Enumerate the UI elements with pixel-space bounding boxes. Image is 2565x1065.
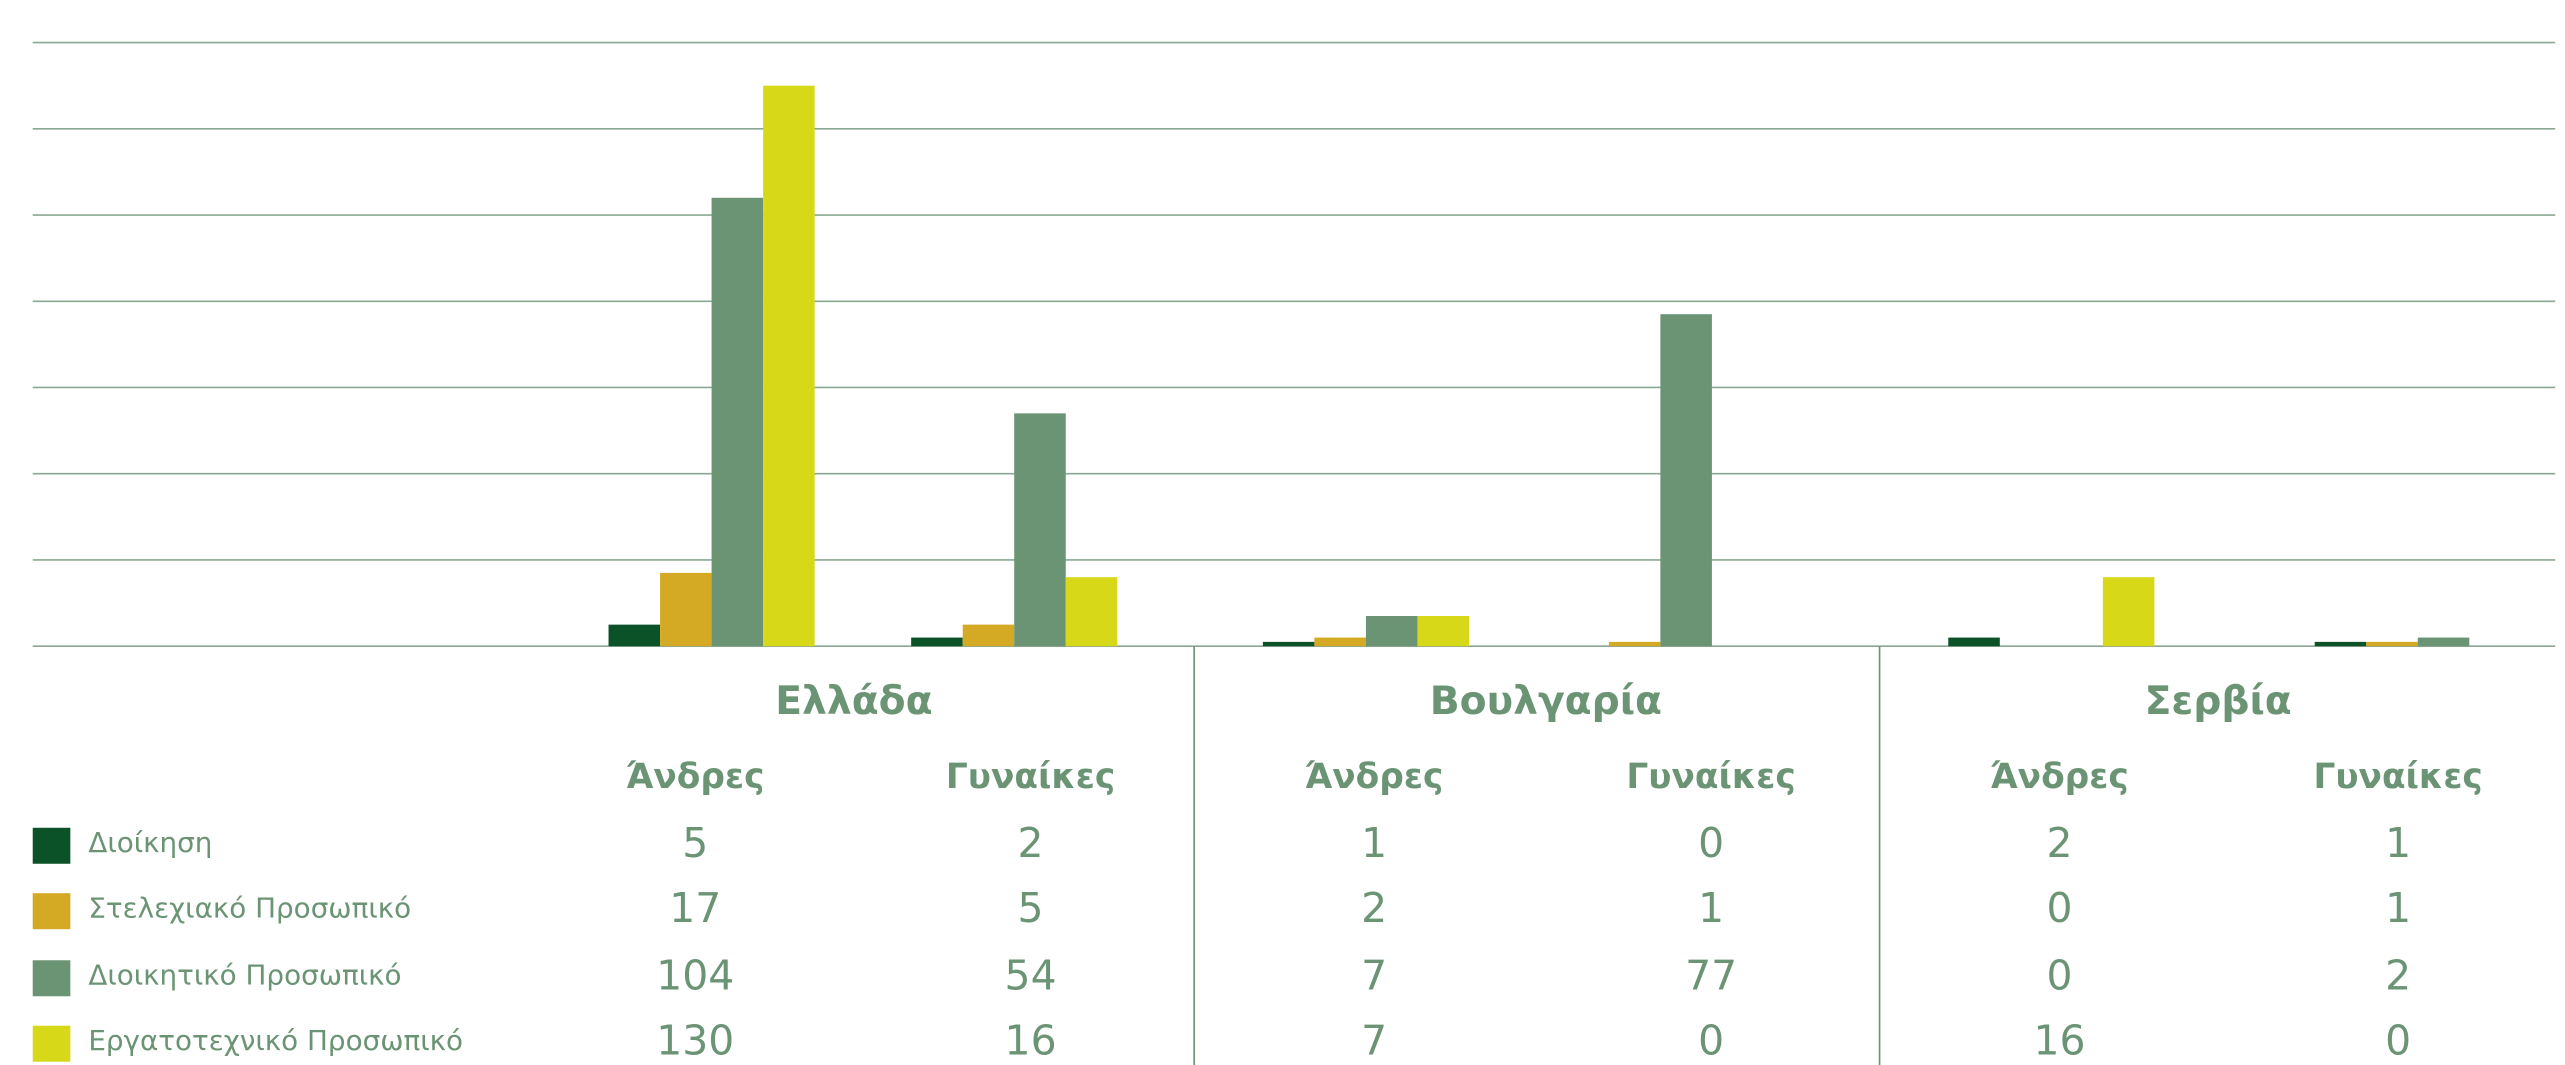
bar xyxy=(2417,637,2470,647)
bar xyxy=(1660,314,1712,647)
table-value: 0 xyxy=(1698,1017,1724,1065)
bar xyxy=(2366,641,2418,647)
legend-label: Στελεχιακό Προσωπικό xyxy=(88,892,411,925)
bar xyxy=(763,85,815,647)
group-label: Ελλάδα xyxy=(775,679,932,724)
bar xyxy=(1608,641,1661,647)
subgroup-label: Άνδρες xyxy=(1990,757,2128,797)
group-label: Σερβία xyxy=(2145,679,2292,724)
table-value: 0 xyxy=(2385,1017,2411,1065)
table-value: 7 xyxy=(1361,1017,1387,1065)
bar xyxy=(1948,637,2000,647)
legend-label: Εργατοτεχνικό Προσωπικό xyxy=(88,1024,463,1057)
table-value: 2 xyxy=(2047,819,2073,867)
bar xyxy=(1065,577,1118,647)
legend-swatch xyxy=(32,827,71,864)
table-value: 2 xyxy=(1018,819,1044,867)
table-value: 1 xyxy=(1361,819,1387,867)
table-value: 17 xyxy=(669,884,721,932)
table-value: 77 xyxy=(1685,951,1737,999)
table-value: 1 xyxy=(2385,819,2411,867)
bar xyxy=(911,637,963,647)
bar xyxy=(711,197,764,647)
table-value: 130 xyxy=(656,1017,734,1065)
subgroup-label: Γυναίκες xyxy=(946,757,1115,797)
bar xyxy=(608,624,661,647)
subgroup-label: Γυναίκες xyxy=(1626,757,1795,797)
bar xyxy=(1262,641,1315,647)
table-value: 7 xyxy=(1361,951,1387,999)
legend-swatch xyxy=(32,1025,71,1062)
table-value: 2 xyxy=(1361,884,1387,932)
group-label: Βουλγαρία xyxy=(1430,679,1662,724)
bar xyxy=(1014,413,1066,647)
table-value: 104 xyxy=(656,951,734,999)
table-value: 2 xyxy=(2385,951,2411,999)
subgroup-label: Άνδρες xyxy=(1305,757,1443,797)
bar xyxy=(2314,641,2367,647)
bar xyxy=(1365,616,1418,647)
table-value: 1 xyxy=(1698,884,1724,932)
legend-swatch xyxy=(32,893,71,930)
table-value: 5 xyxy=(1018,884,1044,932)
table-value: 16 xyxy=(2034,1017,2086,1065)
table-value: 54 xyxy=(1005,951,1057,999)
table-value: 16 xyxy=(1005,1017,1057,1065)
legend-label: Διοικητικό Προσωπικό xyxy=(88,959,401,992)
table-value: 0 xyxy=(2047,951,2073,999)
table-value: 0 xyxy=(1698,819,1724,867)
bar xyxy=(962,624,1015,647)
table-value: 5 xyxy=(682,819,708,867)
bar xyxy=(2102,577,2155,647)
bar xyxy=(1417,616,1469,647)
bar xyxy=(1314,637,1366,647)
bar xyxy=(660,572,712,647)
table-value: 1 xyxy=(2385,884,2411,932)
subgroup-label: Άνδρες xyxy=(626,757,764,797)
legend-label: Διοίκηση xyxy=(88,826,212,859)
subgroup-label: Γυναίκες xyxy=(2313,757,2482,797)
table-value: 0 xyxy=(2047,884,2073,932)
legend-swatch xyxy=(32,960,71,997)
